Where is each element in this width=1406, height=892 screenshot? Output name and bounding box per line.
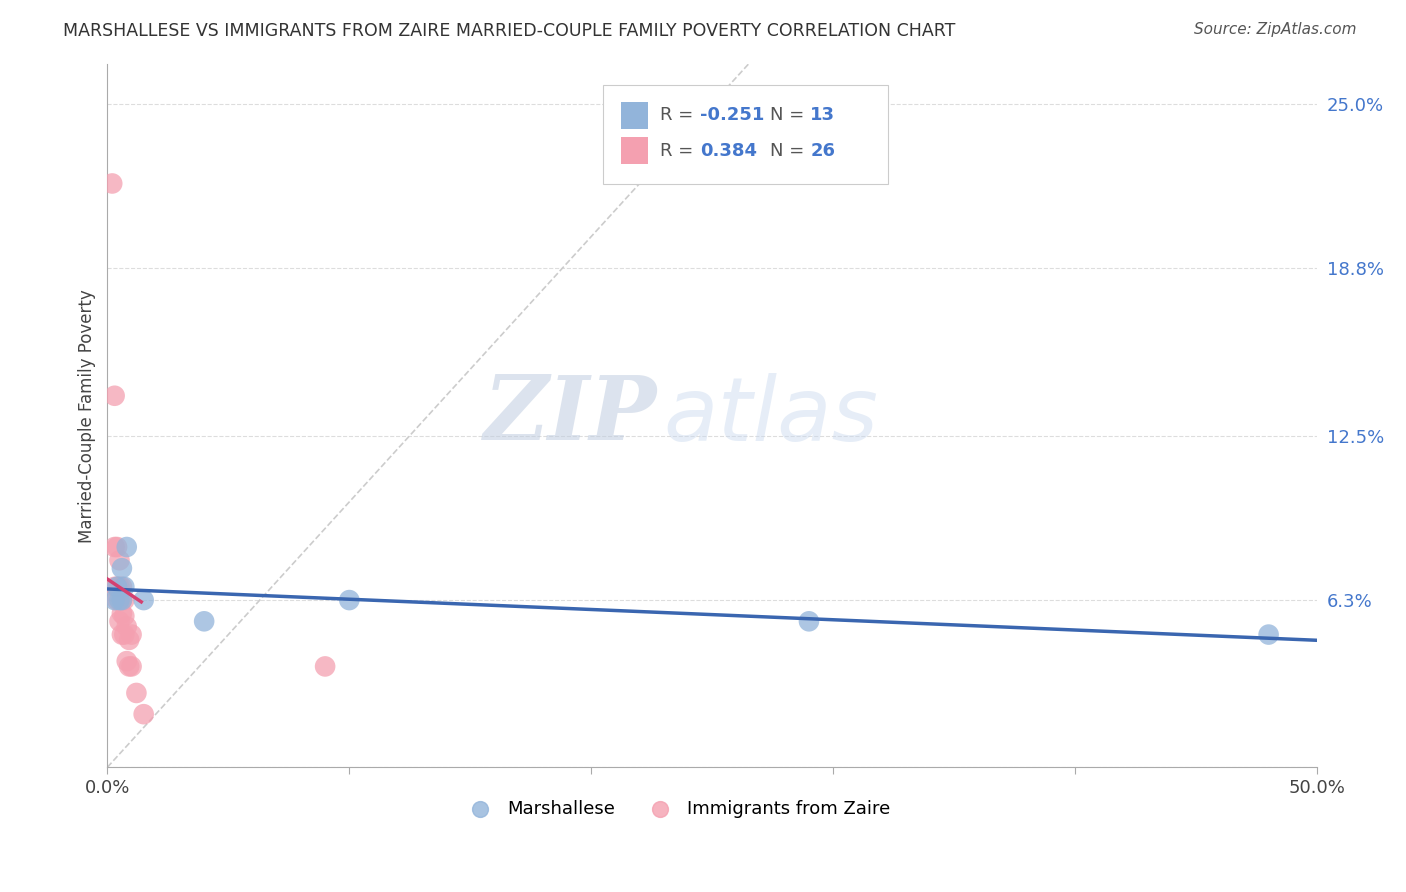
Point bbox=[115, 654, 138, 668]
Point bbox=[104, 580, 127, 594]
Text: ZIP: ZIP bbox=[485, 372, 658, 458]
Point bbox=[314, 659, 336, 673]
Point bbox=[111, 580, 134, 594]
Point bbox=[337, 593, 360, 607]
Point bbox=[121, 627, 143, 641]
Point bbox=[108, 553, 131, 567]
Point bbox=[125, 686, 148, 700]
Point bbox=[112, 593, 135, 607]
Point bbox=[108, 593, 131, 607]
Point bbox=[108, 580, 131, 594]
Point bbox=[105, 593, 128, 607]
Legend: Marshallese, Immigrants from Zaire: Marshallese, Immigrants from Zaire bbox=[454, 793, 897, 825]
Text: 13: 13 bbox=[810, 106, 835, 124]
Text: R =: R = bbox=[661, 106, 699, 124]
Point bbox=[108, 615, 131, 629]
Point bbox=[797, 615, 820, 629]
Point bbox=[111, 593, 134, 607]
Point bbox=[132, 593, 155, 607]
Point bbox=[111, 561, 134, 575]
Point bbox=[104, 593, 127, 607]
Bar bbox=[621, 102, 648, 128]
Point bbox=[132, 707, 155, 722]
Point bbox=[111, 593, 134, 607]
Text: Source: ZipAtlas.com: Source: ZipAtlas.com bbox=[1194, 22, 1357, 37]
Point bbox=[112, 627, 135, 641]
FancyBboxPatch shape bbox=[603, 85, 887, 184]
Point bbox=[112, 580, 135, 594]
Text: -0.251: -0.251 bbox=[700, 106, 765, 124]
Point bbox=[104, 389, 127, 403]
Point bbox=[111, 607, 134, 621]
Text: N =: N = bbox=[770, 106, 810, 124]
Point bbox=[112, 609, 135, 624]
Text: atlas: atlas bbox=[664, 373, 879, 458]
Text: 0.384: 0.384 bbox=[700, 142, 756, 160]
Text: 26: 26 bbox=[810, 142, 835, 160]
Point bbox=[111, 627, 134, 641]
Point bbox=[115, 619, 138, 633]
Point bbox=[118, 632, 141, 647]
Point bbox=[101, 177, 124, 191]
Point bbox=[118, 659, 141, 673]
Point bbox=[1257, 627, 1279, 641]
Text: R =: R = bbox=[661, 142, 699, 160]
Point bbox=[105, 580, 128, 594]
Text: N =: N = bbox=[770, 142, 810, 160]
Point bbox=[121, 659, 143, 673]
Point bbox=[193, 615, 215, 629]
Point bbox=[105, 540, 128, 554]
Text: MARSHALLESE VS IMMIGRANTS FROM ZAIRE MARRIED-COUPLE FAMILY POVERTY CORRELATION C: MARSHALLESE VS IMMIGRANTS FROM ZAIRE MAR… bbox=[63, 22, 956, 40]
Bar bbox=[621, 137, 648, 164]
Y-axis label: Married-Couple Family Poverty: Married-Couple Family Poverty bbox=[79, 289, 96, 542]
Point bbox=[104, 540, 127, 554]
Point bbox=[115, 540, 138, 554]
Point bbox=[105, 580, 128, 594]
